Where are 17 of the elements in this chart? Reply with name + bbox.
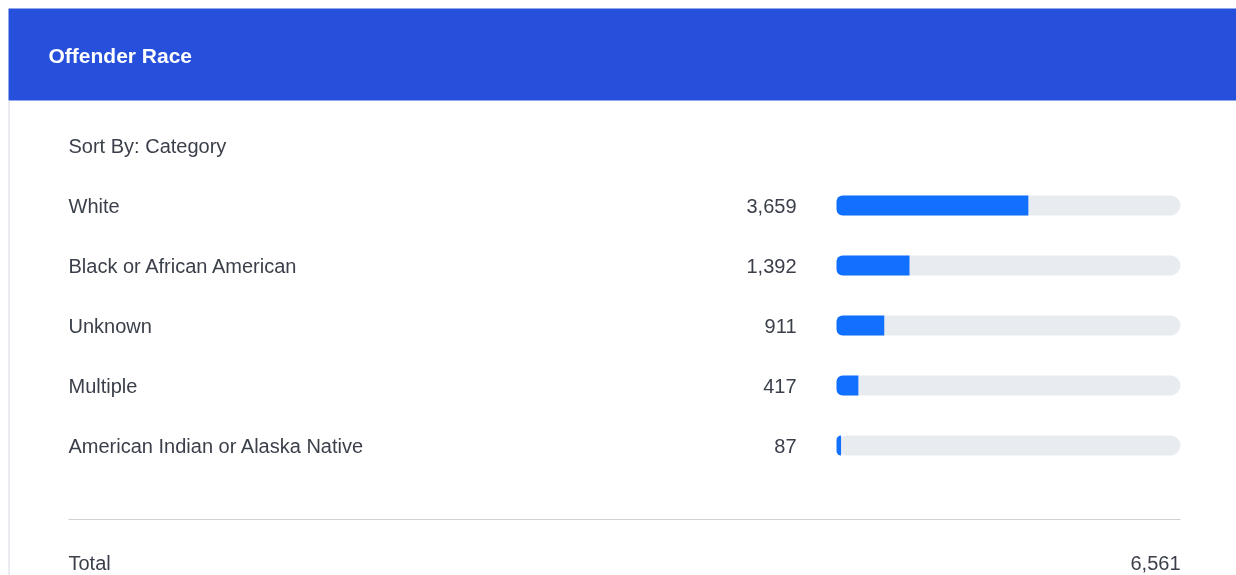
y-tick-label: Black or African American <box>68 254 297 277</box>
data-label: 1,392 <box>746 254 797 277</box>
text: 6,561 <box>1130 551 1181 574</box>
text: Total <box>68 551 111 574</box>
y-tick-label: Unknown <box>68 314 152 337</box>
bar <box>836 255 910 276</box>
data-label: 417 <box>763 374 797 397</box>
text: Offender Race <box>48 44 193 67</box>
y-tick-label: White <box>68 194 120 217</box>
bar <box>836 315 885 336</box>
y-tick-label: American Indian or Alaska Native <box>68 434 364 457</box>
data-label: 3,659 <box>746 194 797 217</box>
bar <box>836 375 859 396</box>
text: Sort By: Category <box>68 134 227 157</box>
data-label: 911 <box>764 314 797 337</box>
y-tick-label: Multiple <box>68 374 138 397</box>
data-label: 87 <box>774 434 797 457</box>
